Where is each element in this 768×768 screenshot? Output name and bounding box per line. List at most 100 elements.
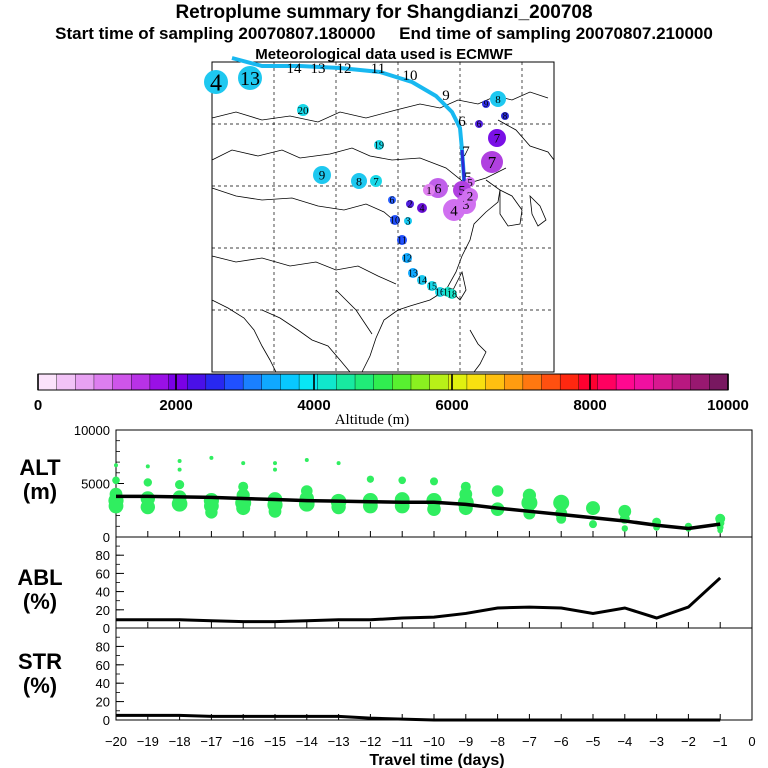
map-gridlines [212, 62, 554, 372]
panel-2: 80 60 40 20 0 [96, 627, 753, 728]
alt-label-unit: (m) [22, 479, 58, 504]
cluster-circle [427, 281, 437, 291]
alt-point [336, 461, 341, 466]
cluster-label: 16 [435, 288, 445, 299]
cluster-label: 12 [402, 254, 412, 265]
cluster-circle [462, 188, 478, 204]
x-tick-label: −17 [200, 734, 222, 749]
x-tick-label: −12 [359, 734, 381, 749]
x-tick-label: −18 [169, 734, 191, 749]
alt-point [273, 461, 277, 466]
colorbar-tick-label: 10000 [707, 397, 749, 414]
colorbar-segment [448, 373, 468, 391]
y-tick-label: 60 [96, 658, 110, 673]
x-axis-label: Travel time (days) [369, 752, 504, 768]
colorbar-segment [242, 373, 263, 391]
alt-point [145, 464, 150, 469]
trajectory-day-label: 9 [442, 88, 450, 104]
alt-point [589, 520, 597, 529]
cluster-marker: 8 [490, 91, 506, 107]
alt-point [238, 481, 249, 492]
x-tick-label: −20 [105, 734, 127, 749]
alt-mean-line [116, 494, 721, 531]
cluster-marker: 8 [351, 173, 367, 189]
cluster-label: 18 [447, 290, 457, 301]
cluster-label: 6 [435, 182, 442, 197]
cluster-label: 6 [390, 196, 395, 207]
colorbar-segment [653, 373, 673, 391]
colorbar-segment [336, 373, 356, 391]
cluster-marker: 7 [488, 129, 506, 147]
y-tick-label: 0 [103, 530, 110, 545]
colorbar-tick-label: 2000 [159, 397, 192, 414]
alt-panel-label: ALT (m) [12, 456, 68, 504]
colorbar-segment [392, 373, 412, 391]
cluster-circle [423, 184, 435, 196]
colorbar: 0 2000 4000 6000 8000 10000 [34, 373, 749, 414]
trajectory-day-label: 10 [403, 68, 418, 84]
cluster-label: 6 [477, 119, 482, 129]
colorbar-segment [93, 373, 114, 391]
map-panel: 14131211109675 4132019987898776565432142… [204, 56, 555, 373]
cluster-marker: 7 [481, 151, 503, 173]
cluster-label: 2 [467, 189, 474, 204]
cluster-label: 2 [408, 200, 413, 211]
cluster-label: 13 [408, 269, 418, 280]
cluster-label: 3 [463, 198, 470, 213]
alt-label-text: ALT [19, 455, 61, 480]
cluster-marker: 4 [417, 203, 427, 215]
alt-point [430, 477, 438, 486]
alt-point [366, 475, 374, 483]
cluster-label: 8 [495, 94, 501, 106]
x-tick-label: −14 [296, 734, 318, 749]
colorbar-segment [634, 373, 655, 391]
colorbar-segment [354, 373, 375, 391]
cluster-label: 7 [373, 176, 379, 188]
sampling-times: Start time of sampling 20070807.180000 E… [55, 24, 713, 43]
alt-point [268, 504, 282, 518]
x-tick-label: −6 [554, 734, 569, 749]
x-tick-label: −2 [681, 734, 696, 749]
y-tick-label: 0 [103, 621, 110, 636]
y-tick-label: 80 [96, 548, 110, 563]
colorbar-segment [671, 373, 692, 391]
colorbar-tick-label: 8000 [573, 397, 606, 414]
panel-1: 80 60 40 20 0 [96, 536, 753, 636]
cluster-label: 14 [417, 276, 427, 287]
colorbar-segment [541, 373, 561, 391]
cluster-circle [313, 166, 331, 184]
cluster-marker: 19 [374, 140, 384, 152]
y-tick-label: 20 [96, 603, 110, 618]
cluster-marker: 9 [482, 99, 490, 109]
cluster-label: 8 [356, 174, 362, 188]
cluster-label: 20 [298, 105, 310, 117]
str-panel-label: STR (%) [12, 650, 68, 698]
colorbar-label: Altitude (m) [335, 412, 410, 428]
x-tick-label: −15 [264, 734, 286, 749]
cluster-circle [374, 140, 384, 150]
colorbar-segment [149, 373, 170, 391]
colorbar-segment [597, 373, 617, 391]
cluster-marker: 13 [408, 268, 418, 280]
cluster-marker: 12 [402, 253, 412, 265]
abl-label-text: ABL [17, 565, 63, 590]
colorbar-segment [280, 373, 300, 391]
alt-point [273, 467, 277, 472]
cluster-label: 9 [484, 99, 489, 109]
cluster-label: 7 [494, 131, 501, 146]
cluster-marker: 14 [417, 275, 427, 287]
x-tick-label: −7 [522, 734, 537, 749]
colorbar-segment [186, 373, 207, 391]
colorbar-segment [131, 373, 151, 391]
colorbar-segment [112, 373, 132, 391]
trajectory-day-label: 14 [287, 61, 303, 77]
x-tick-label: −3 [649, 734, 664, 749]
cluster-circle [435, 287, 445, 297]
cluster-circle [370, 175, 382, 187]
cluster-circle [501, 112, 509, 120]
cluster-label: 13 [240, 68, 260, 90]
cluster-marker: 3 [404, 217, 412, 228]
abl-label-unit: (%) [22, 589, 58, 614]
